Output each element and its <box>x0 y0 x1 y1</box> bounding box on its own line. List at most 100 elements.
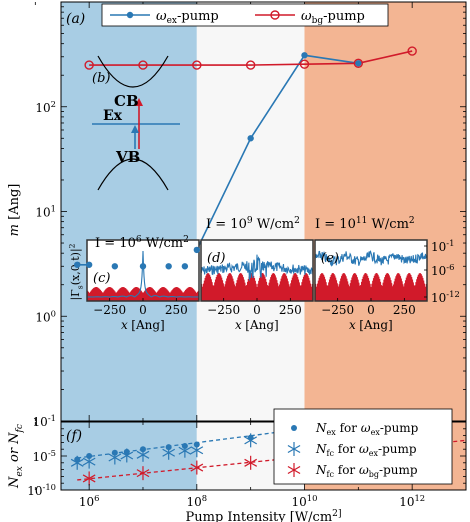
inset-tick-label: 250 <box>393 303 416 317</box>
xtick-label-f: 108​ <box>187 493 208 509</box>
inset-xlabel-var: x <box>235 318 242 332</box>
inset-tick-label: −250 <box>93 303 126 317</box>
inset-tick-label: 0 <box>139 303 147 317</box>
inset-tick-label: 250 <box>165 303 188 317</box>
data-point <box>178 443 192 458</box>
ytick-label-a: 101​ <box>35 204 56 220</box>
data-point <box>111 263 119 270</box>
data-point <box>181 263 189 270</box>
legend-text: ωex-pump <box>156 9 219 26</box>
xlabel-f: Pump Intensity [W/cm2]​ <box>186 509 342 522</box>
ex-pump-trace <box>87 250 199 298</box>
xtick-label-f: 1012​ <box>399 493 425 509</box>
data-point <box>162 445 176 460</box>
inset-tick-label: 0 <box>367 303 375 317</box>
data-point <box>190 443 204 458</box>
data-point <box>244 433 258 448</box>
panel-label-c: (c) <box>93 271 110 286</box>
data-point <box>287 442 301 456</box>
data-point <box>138 60 148 70</box>
bg-pump-arrowhead <box>135 98 143 106</box>
data-point <box>193 246 201 254</box>
ex-pump-trace <box>201 254 313 281</box>
legend-text: ωbg-pump <box>301 9 365 26</box>
ytick-label-a: 10-1​ <box>33 413 56 429</box>
data-point <box>85 261 93 268</box>
panel-label-f: (f) <box>66 428 82 444</box>
inset-d: −250 0 250[Ang]x (d) <box>200 239 314 332</box>
inset-xlabel: [Ang] <box>359 318 392 332</box>
data-point <box>74 261 81 268</box>
data-point <box>70 455 84 470</box>
data-point <box>84 60 94 70</box>
data-point <box>136 447 150 462</box>
inset-xlabel: [Ang] <box>131 318 164 332</box>
legend-text: Nfc​ for ωbg​-pump <box>315 463 418 479</box>
data-point <box>82 454 96 469</box>
valence-band-curve <box>97 158 169 191</box>
data-point <box>192 60 202 70</box>
data-point <box>407 46 417 56</box>
ex-pump-trace <box>315 250 427 267</box>
ytick-label-a: 100​ <box>35 308 56 324</box>
data-point <box>120 448 134 463</box>
legend-marker <box>270 10 280 20</box>
svg-text:m [Ang]: m [Ang] <box>7 184 22 237</box>
ylabel-a: m [Ang] <box>7 184 22 237</box>
inset-xlabel-var: x <box>349 318 356 332</box>
inset-ylabel: |Γs​(x,0,t)|2​ <box>68 243 85 300</box>
data-point <box>355 60 362 67</box>
wavefunction-insets: −250 0 250[Ang]x(c)−250 0 250[Ang]x(d)−250 0 2… <box>68 235 460 332</box>
legend-text: Nex​ for ωex​-pump <box>315 421 419 437</box>
conduction-band-curve <box>97 55 169 88</box>
ex-label: Ex <box>103 108 123 124</box>
panel-f-series <box>70 423 466 486</box>
inset-e: −250 0 250[Ang]x (e) 10-1​ 10-6​ 10-12​ <box>314 238 460 332</box>
xtick-label-f: 1010​ <box>292 493 318 509</box>
data-point <box>244 455 258 470</box>
data-point <box>247 135 254 142</box>
band-diagram: (b) CB Ex VB <box>92 55 180 191</box>
panel-label-a: (a) <box>66 11 85 27</box>
data-point <box>82 471 96 486</box>
inset-tick-label: 250 <box>279 303 302 317</box>
bg-pump-trace <box>87 286 199 301</box>
inset-e-ytick-label: 10-12​ <box>431 289 460 305</box>
data-point <box>299 59 310 69</box>
xtick-label-f: 106​ <box>79 493 100 509</box>
inset-c-ylabel: |Γs​(x,0,t)|2​ <box>68 243 85 300</box>
data-point <box>108 450 122 465</box>
inset-c-title: I = 106​ W/cm2​ <box>95 235 189 251</box>
data-point <box>136 466 150 481</box>
inset-e-ytick-label: 10-6​ <box>431 262 454 278</box>
ylabel-f-text: Nex​ or Nfc​ <box>7 424 25 489</box>
intensity-annotation-1: I = 109​ W/cm2​ <box>206 216 300 232</box>
inset-tick-label: 0 <box>253 303 261 317</box>
cb-label: CB <box>114 92 139 110</box>
inset-e-ytick-label: 10-1​ <box>431 238 454 254</box>
panel-a-markers <box>74 46 417 270</box>
vb-label: VB <box>115 148 140 166</box>
data-point <box>245 60 256 70</box>
legend-text: Nfc​ for ωex​-pump <box>315 442 417 458</box>
inset-xlabel-var: x <box>121 318 128 332</box>
data-point <box>165 263 172 270</box>
inset-tick-label: −250 <box>321 303 354 317</box>
data-point <box>301 52 308 59</box>
panel-label-d: (d) <box>207 251 225 266</box>
panel-label-e: (e) <box>321 251 339 266</box>
ylabel-f: Nex​ or Nfc​ <box>7 424 25 489</box>
panel-label-b: (b) <box>92 71 110 86</box>
ytick-label-f: 10-5​ <box>33 448 56 464</box>
axis-texts: 10-1​ 100​ 101​ 102​ 10-10​ 10-5​ 106​ 108​ 1010… <box>7 11 425 522</box>
legend-box-f <box>273 408 453 485</box>
legend-panel-a: ωex-pump ωbg-pump <box>101 3 389 27</box>
data-point <box>139 263 147 270</box>
legend-marker <box>291 425 297 431</box>
data-point <box>287 463 301 477</box>
bg-pump-trace <box>315 272 427 301</box>
legend-panel-f: Nex​ for ωex​-pump Nfc​ for ωex​-pump Nfc​… <box>273 408 453 485</box>
intensity-annotation-2: I = 1011​ W/cm2​ <box>315 216 415 232</box>
inset-tick-label: −250 <box>207 303 240 317</box>
